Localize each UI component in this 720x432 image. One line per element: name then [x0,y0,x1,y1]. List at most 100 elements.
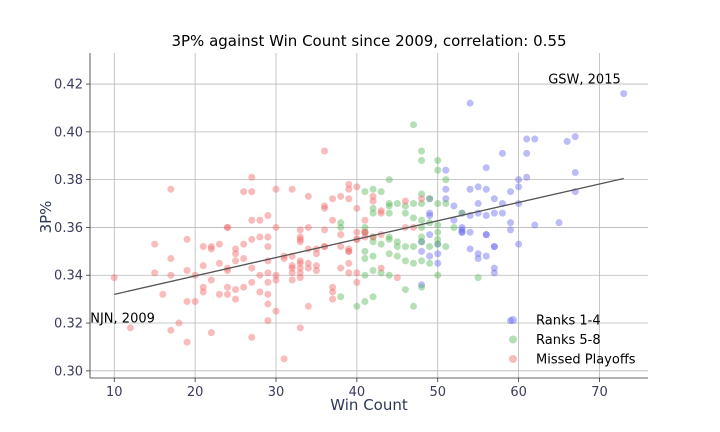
data-point [248,333,256,341]
data-point [418,281,426,289]
data-point [361,228,369,236]
data-point [498,149,506,157]
series-1 [418,90,628,325]
data-point [199,262,207,270]
data-point [385,271,393,279]
data-point [353,183,361,191]
data-point [264,212,272,219]
y-tick-label: 0.32 [54,317,83,332]
data-point [159,290,167,298]
data-point [571,168,579,176]
data-point [482,185,490,193]
data-point [426,243,434,251]
data-point [304,223,312,231]
series-2 [337,121,482,310]
data-point [418,247,426,255]
data-point [401,243,409,251]
data-point [256,288,264,296]
data-point [369,293,377,301]
data-point [232,245,240,253]
data-point [353,228,361,236]
data-point [377,269,385,277]
data-point [296,324,304,332]
data-point [482,164,490,172]
data-point [110,274,118,282]
data-point [361,228,369,236]
y-tick-label: 0.34 [54,269,83,284]
data-point [353,278,361,286]
data-point [409,200,417,208]
data-point [272,185,280,193]
data-point [167,271,175,279]
data-point [434,259,442,267]
data-point [377,209,385,217]
data-point [418,216,426,224]
data-point [207,276,215,284]
data-point [288,262,296,270]
data-point [321,204,329,212]
legend-label: Missed Playoffs [536,353,636,368]
data-point [434,271,442,279]
data-point [183,298,191,306]
data-point [418,238,426,246]
data-point [337,264,345,272]
data-point [215,290,223,298]
y-tick-label: 0.36 [54,221,83,236]
data-point [296,235,304,243]
data-point [418,157,426,165]
trendline-layer [114,177,624,295]
data-point [296,226,304,234]
data-point [458,226,466,234]
data-point [377,207,385,215]
data-point [490,195,498,203]
data-point [361,223,369,231]
data-point [353,302,361,310]
data-point [232,257,240,265]
data-point [296,233,304,241]
x-tick-label: 60 [510,385,527,400]
data-point [264,233,272,241]
data-point [426,252,434,260]
data-point [280,355,288,363]
data-point [369,209,377,217]
data-point [175,319,183,327]
data-point [232,295,240,303]
data-point [474,250,482,258]
grid-lines [90,53,648,378]
data-point [151,240,159,248]
data-point [345,247,353,255]
data-point [434,228,442,236]
annotation-label: NJN, 2009 [90,312,155,327]
data-point [474,200,482,208]
data-point [507,317,515,325]
data-point [401,286,409,294]
data-point [434,250,442,258]
data-point [345,247,353,255]
data-point [240,240,248,248]
data-point [369,185,377,193]
data-point [207,245,215,253]
trend-line [114,177,624,295]
data-point [409,302,417,310]
y-tick-label: 0.38 [54,173,83,188]
data-point [256,216,264,224]
data-point [369,197,377,205]
data-point [442,185,450,193]
data-point [167,255,175,263]
data-point [401,197,409,205]
data-point [264,278,272,286]
data-point [304,192,312,200]
data-point [345,259,353,267]
data-point [442,200,450,208]
y-tick-label: 0.40 [54,125,83,140]
data-point [345,269,353,277]
data-point [296,259,304,267]
data-point [434,240,442,248]
data-point [385,235,393,243]
data-point [337,219,345,227]
data-point [329,288,337,296]
axes [86,53,648,382]
legend-marker [509,355,517,363]
data-point [434,235,442,243]
